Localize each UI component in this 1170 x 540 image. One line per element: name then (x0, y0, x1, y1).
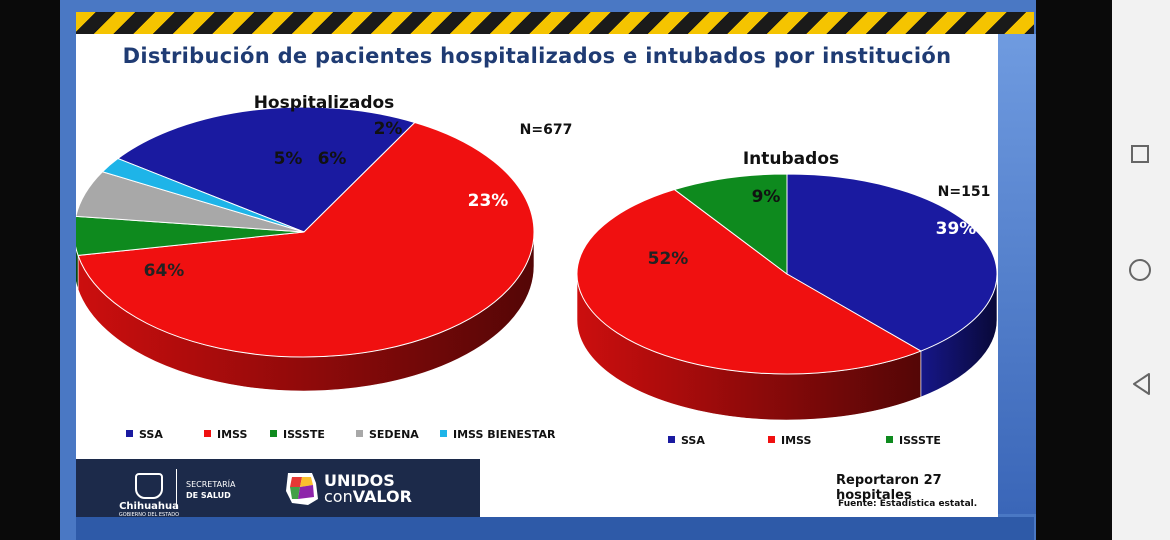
unidos-map-icon (286, 473, 318, 505)
secretaria-logo: SECRETARÍA DE SALUD (186, 479, 235, 501)
legend-swatch-imss (204, 430, 211, 437)
pie-slice-imss-bienestar (101, 157, 305, 233)
chart-title: Intubados (743, 149, 839, 169)
legend-swatch-imss (768, 436, 775, 443)
slide-side-strip (998, 34, 1036, 514)
valor-word: VALOR (352, 487, 412, 506)
slide-title: Distribución de pacientes hospitalizados… (122, 44, 952, 68)
chart-n-label: N=151 (938, 184, 991, 200)
legend-label-imss-bienestar: IMSS BIENESTAR (453, 428, 556, 441)
pie-side-issste (76, 246, 79, 290)
chihuahua-logo-text: Chihuahua (119, 501, 179, 512)
legend-label-issste: ISSSTE (283, 428, 325, 441)
legend-label-imss: IMSS (781, 434, 811, 447)
pie-slice-ssa (786, 173, 998, 352)
reported-hospitals: Reportaron 27 hospitales (836, 473, 942, 503)
hazard-stripe-banner (76, 12, 1034, 34)
logo-divider (176, 469, 177, 509)
chart-n-label: N=677 (520, 122, 573, 138)
legend-label-imss: IMSS (217, 428, 247, 441)
legend-label-ssa: SSA (139, 428, 163, 441)
shield-icon (135, 473, 163, 499)
unidos-logo-text: UNIDOS conVALOR (324, 473, 412, 505)
pie-label-issste: 9% (752, 187, 781, 207)
legend-swatch-imss-bienestar (440, 430, 447, 437)
secretaria-line1: SECRETARÍA (186, 480, 236, 489)
legend-swatch-ssa (668, 436, 675, 443)
chart-title: Hospitalizados (254, 93, 395, 113)
logo-panel: Chihuahua GOBIERNO DEL ESTADO SECRETARÍA… (76, 459, 480, 518)
presentation-screen: Distribución de pacientes hospitalizados… (60, 0, 1036, 540)
circle-icon[interactable] (1129, 259, 1151, 281)
triangle-back-icon[interactable] (1130, 372, 1154, 396)
footer-band: Chihuahua GOBIERNO DEL ESTADO SECRETARÍA… (76, 459, 998, 518)
legend-swatch-sedena (356, 430, 363, 437)
legend-label-sedena: SEDENA (369, 428, 419, 441)
pie-slice-issste (76, 215, 305, 256)
chihuahua-logo-subtext: GOBIERNO DEL ESTADO (118, 512, 180, 518)
pie-slice-ssa (116, 106, 416, 233)
pie-chart-hospitalizados: 23% 64% 5% 6% 2% Hospitalizados N=677 SSA IMSS IS… (76, 93, 572, 441)
charts-area: 23% 64% 5% 6% 2% Hospitalizados N=677 SSA IMSS IS… (76, 93, 998, 447)
pie-label-sedena: 6% (318, 149, 347, 169)
source-note: Fuente: Estadística estatal. (838, 499, 978, 509)
pie-label-imss: 52% (648, 249, 689, 269)
con-word: con (324, 487, 353, 506)
pie-slice-imss (77, 121, 535, 358)
pie-label-ssa: 39% (936, 219, 977, 239)
pie-label-issste: 5% (274, 149, 303, 169)
legend-swatch-issste (886, 436, 893, 443)
pie-label-imss-bienestar: 2% (374, 119, 403, 139)
pie-slice-issste (673, 173, 788, 276)
legend-label-ssa: SSA (681, 434, 705, 447)
android-nav-bar (1112, 0, 1170, 540)
unidos-word: UNIDOS (324, 471, 395, 490)
pie-slice-imss (576, 189, 923, 375)
pie-chart-intubados: 39% 52% 9% Intubados N=151 SSA IMSS ISSSTE (576, 149, 998, 447)
legend-swatch-ssa (126, 430, 133, 437)
pie-label-imss: 64% (144, 261, 185, 281)
legend-label-issste: ISSSTE (899, 434, 941, 447)
secretaria-line2: DE SALUD (186, 491, 231, 500)
square-icon[interactable] (1131, 145, 1149, 163)
legend-swatch-issste (270, 430, 277, 437)
slide: Distribución de pacientes hospitalizados… (76, 34, 998, 459)
chihuahua-logo: Chihuahua GOBIERNO DEL ESTADO (114, 473, 184, 518)
bottom-strip (76, 517, 1034, 540)
pie-label-ssa: 23% (468, 191, 509, 211)
